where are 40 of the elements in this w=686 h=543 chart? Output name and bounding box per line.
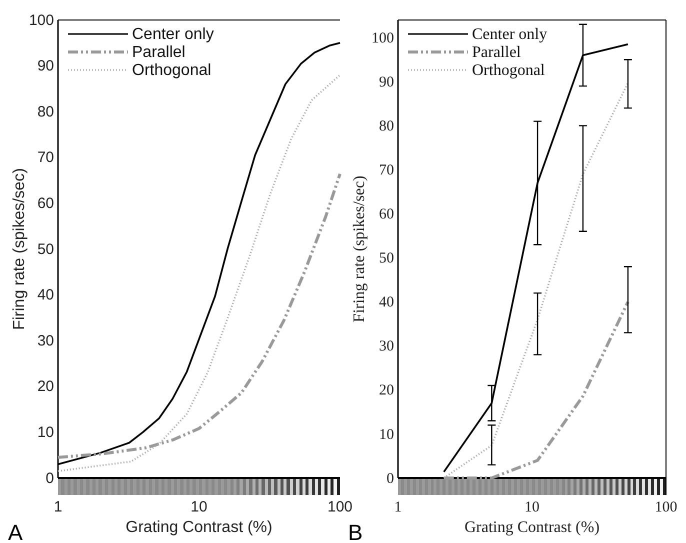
y-tick-label: 20 — [37, 378, 54, 396]
x-tick-label: 1 — [394, 500, 402, 516]
y-tick-label: 60 — [379, 206, 394, 223]
y-tick-label: 90 — [37, 58, 54, 75]
y-tick-label: 80 — [37, 103, 54, 120]
y-tick-label: 10 — [37, 424, 54, 441]
x-tick-label: 100 — [654, 500, 678, 516]
x-axis-title: Grating Contrast (%) — [126, 519, 272, 536]
y-tick-label: 70 — [37, 149, 54, 166]
y-tick-label: 60 — [37, 195, 54, 212]
x-tick-label: 10 — [524, 500, 540, 516]
y-tick-label: 30 — [37, 332, 54, 350]
legend-label: Center only — [472, 26, 548, 43]
y-tick-label: 30 — [379, 338, 394, 355]
legend-label: Center only — [132, 26, 214, 43]
y-tick-label: 50 — [379, 250, 394, 267]
y-tick-label: 100 — [372, 30, 394, 46]
y-axis-title: Firing rate (spikes/sec) — [11, 168, 28, 330]
y-tick-label: 90 — [379, 74, 394, 90]
legend-label: Parallel — [132, 44, 186, 61]
y-tick-label: 70 — [379, 162, 394, 179]
y-tick-label: 40 — [37, 286, 54, 304]
text: A — [8, 520, 23, 543]
y-tick-label: 50 — [37, 240, 54, 258]
legend-label: Parallel — [472, 44, 522, 61]
x-axis-title: Grating Contrast (%) — [464, 519, 600, 536]
y-tick-label: 10 — [379, 426, 394, 443]
y-tick-label: 80 — [379, 118, 394, 134]
text: B — [348, 520, 363, 543]
y-tick-label: 40 — [379, 294, 394, 311]
y-axis-title: Firing rate (spikes/sec) — [351, 176, 368, 322]
x-tick-label: 10 — [190, 498, 208, 516]
y-tick-label: 100 — [28, 12, 54, 29]
y-tick-label: 0 — [386, 470, 394, 487]
y-tick-label: 0 — [46, 470, 54, 487]
legend-label: Orthogonal — [472, 62, 546, 79]
legend-label: Orthogonal — [132, 62, 212, 79]
y-tick-label: 20 — [379, 382, 394, 399]
x-tick-label: 1 — [54, 498, 62, 516]
x-tick-label: 100 — [327, 498, 353, 516]
